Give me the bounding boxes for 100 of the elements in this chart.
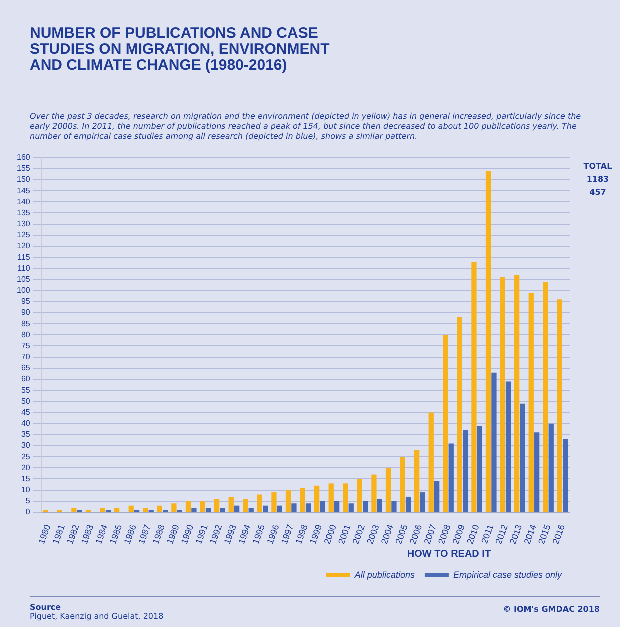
- bar: [300, 488, 306, 512]
- x-tick-label: 2013: [508, 523, 524, 546]
- x-tick-label: 1991: [194, 523, 210, 546]
- bar: [248, 508, 254, 512]
- bar: [257, 494, 262, 512]
- x-tick-label: 2006: [408, 523, 424, 546]
- y-tick-label: 150: [16, 175, 31, 184]
- text: TOTAL: [582, 162, 614, 171]
- x-tick-label: 1998: [294, 523, 310, 546]
- y-tick-label: 155: [16, 164, 31, 174]
- y-tick-label: 110: [18, 264, 31, 273]
- bar: [192, 508, 197, 512]
- y-tick-label: 145: [16, 186, 31, 196]
- chart-subtitle: Over the past 3 decades, research on migration and the environment (depicted in yellow) has in general increased, particularly since the early 2000s. In 2011, the number of publications reached a peak of 154, but since then decreased to about 100 publications yearly. The number of empirical case studies among all research (depicted in blue), shows a similar pattern.: [30, 112, 582, 142]
- y-tick-label: 45: [21, 408, 31, 417]
- bar: [292, 504, 297, 512]
- x-tick-label: 2002: [350, 523, 368, 546]
- x-tick-label: 1986: [122, 523, 138, 546]
- x-tick-label: 1982: [65, 523, 82, 546]
- y-tick-label: 35: [21, 430, 31, 440]
- legend-title: HOW TO READ IT: [407, 548, 492, 560]
- text: 1183: [586, 175, 610, 184]
- bar: [314, 486, 320, 512]
- bar: [434, 481, 440, 512]
- x-tick-label: 1987: [136, 523, 153, 546]
- y-tick-label: 50: [21, 396, 31, 406]
- x-tick-label: 1980: [36, 523, 53, 546]
- y-tick-label: 5: [26, 496, 31, 506]
- y-tick-label: 80: [21, 330, 31, 340]
- y-tick-label: 30: [21, 441, 31, 450]
- text: Source: [30, 603, 62, 612]
- bar: [406, 496, 412, 512]
- x-tick-label: 2011: [480, 523, 496, 546]
- bar: [377, 499, 383, 512]
- x-tick-label: 2010: [465, 523, 482, 546]
- y-tick-label: 55: [21, 386, 31, 395]
- y-tick-label: 20: [21, 463, 31, 472]
- y-tick-label: 115: [18, 252, 31, 262]
- x-tick-label: 2014: [522, 523, 538, 546]
- x-tick-label: 1981: [50, 523, 67, 546]
- x-tick-label: 1984: [94, 523, 110, 546]
- x-tick-label: 1996: [265, 523, 282, 546]
- bar: [386, 468, 392, 512]
- x-tick-label: 2008: [436, 523, 453, 546]
- legend-label: Empirical case studies only: [453, 570, 562, 580]
- bar: [414, 450, 420, 512]
- text: 457: [588, 188, 608, 197]
- bar: [514, 275, 520, 512]
- bar: [114, 508, 120, 512]
- bar: [172, 504, 177, 512]
- bar: [506, 382, 512, 512]
- x-tick-label: 2000: [322, 523, 338, 546]
- bar: [72, 508, 77, 512]
- x-tick-label: 1997: [279, 523, 296, 546]
- y-tick-label: 65: [21, 364, 31, 373]
- y-tick-label: 135: [16, 208, 31, 218]
- bar: [320, 501, 326, 512]
- bar: [548, 424, 554, 512]
- x-tick-label: 2009: [450, 523, 468, 546]
- y-tick-label: 25: [21, 452, 31, 462]
- chart-title: NUMBER OF PUBLICATIONS AND CASE STUDIES ON MIGRATION, ENVIRONMENT AND CLIMATE CHANGE (1980-2016): [30, 25, 330, 74]
- bar: [343, 484, 348, 512]
- bar: [286, 490, 292, 512]
- x-tick-label: 1992: [208, 523, 224, 546]
- bar: [500, 278, 506, 512]
- bar: [206, 508, 212, 512]
- bar: [557, 300, 563, 512]
- bar: [263, 506, 268, 512]
- bar: [243, 499, 248, 512]
- x-tick-label: 1985: [108, 523, 124, 546]
- x-tick-label: 1995: [250, 523, 267, 546]
- bar: [272, 492, 277, 512]
- x-tick-label: 1993: [222, 523, 238, 546]
- bar: [306, 504, 312, 512]
- y-tick-label: 130: [16, 220, 31, 229]
- bar: [472, 262, 477, 512]
- x-tick-label: 2007: [422, 523, 438, 546]
- bar: [448, 444, 454, 512]
- x-tick-label: 2005: [394, 523, 410, 546]
- bar: [372, 474, 377, 512]
- bar: [128, 506, 134, 512]
- bar: [200, 501, 206, 512]
- bar: [234, 506, 240, 512]
- text: Piguet, Kaenzig and Guelat, 2018: [30, 612, 164, 621]
- x-tick-label: 2015: [536, 523, 553, 546]
- y-tick-label: 15: [21, 474, 31, 484]
- bar: [400, 457, 406, 512]
- y-tick-label: 40: [21, 419, 31, 428]
- y-tick-label: 10: [21, 486, 31, 495]
- bar: [457, 317, 463, 512]
- y-tick-label: 105: [16, 274, 31, 284]
- x-tick-label: 1989: [165, 523, 182, 546]
- y-tick-label: 60: [21, 374, 31, 384]
- bar: [428, 412, 434, 512]
- bar: [220, 508, 226, 512]
- y-tick-label: 85: [21, 319, 31, 328]
- y-tick-label: 120: [16, 242, 31, 251]
- x-tick-label: 2001: [336, 523, 353, 546]
- x-tick-label: 1994: [236, 523, 253, 546]
- bar: [157, 506, 162, 512]
